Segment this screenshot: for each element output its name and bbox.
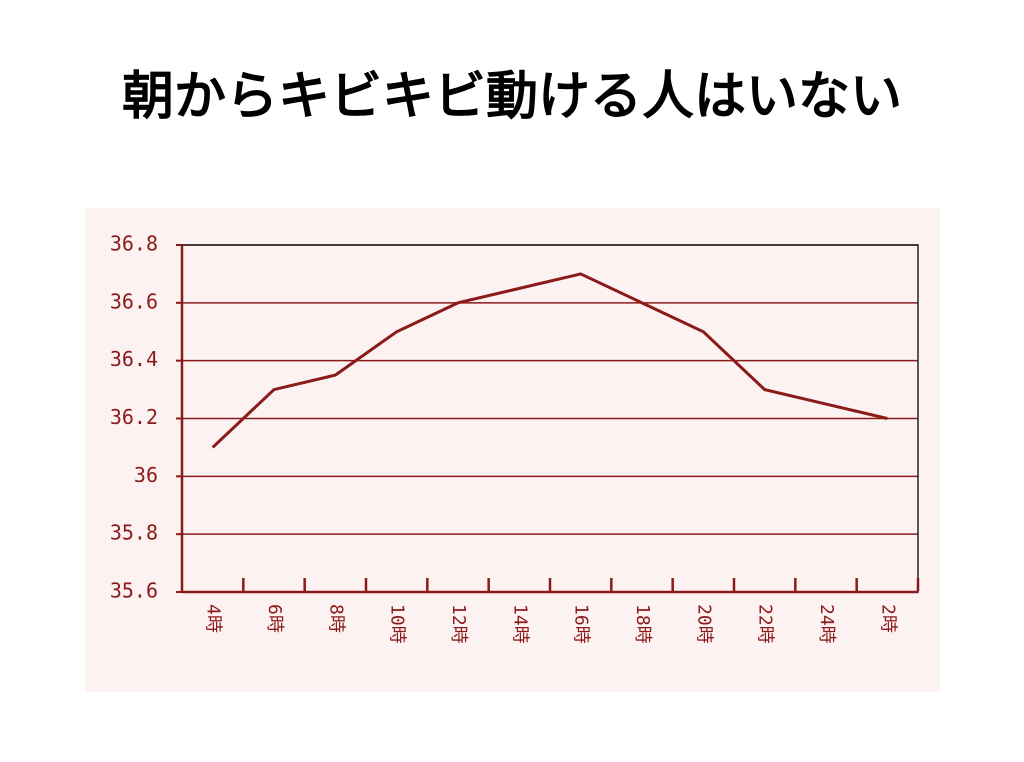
x-tick-label: 12時 [448, 604, 469, 644]
x-tick-label: 10時 [387, 604, 408, 644]
data-line [211, 272, 888, 449]
chart-title: 朝からキビキビ動ける人はいない [122, 67, 902, 127]
y-tick-label: 36.2 [110, 405, 158, 429]
x-tick-label: 2時 [877, 604, 898, 633]
y-tick-label: 36.6 [110, 289, 158, 313]
y-tick-label: 35.6 [110, 579, 158, 603]
y-tick-label: 36.8 [110, 232, 158, 256]
x-tick-label: 14時 [509, 604, 530, 644]
y-tick-label: 35.8 [110, 521, 158, 545]
y-tick-label: 36 [134, 463, 158, 487]
x-tick-label: 20時 [693, 604, 714, 644]
x-tick-label: 18時 [632, 604, 653, 644]
y-tick-label: 36.4 [110, 347, 158, 371]
x-tick-label: 24時 [816, 604, 837, 644]
x-tick-label: 22時 [755, 604, 776, 644]
x-tick-label: 4時 [203, 604, 224, 633]
x-tick-label: 8時 [325, 604, 346, 633]
x-tick-label: 16時 [571, 604, 592, 644]
x-tick-label: 6時 [264, 604, 285, 633]
